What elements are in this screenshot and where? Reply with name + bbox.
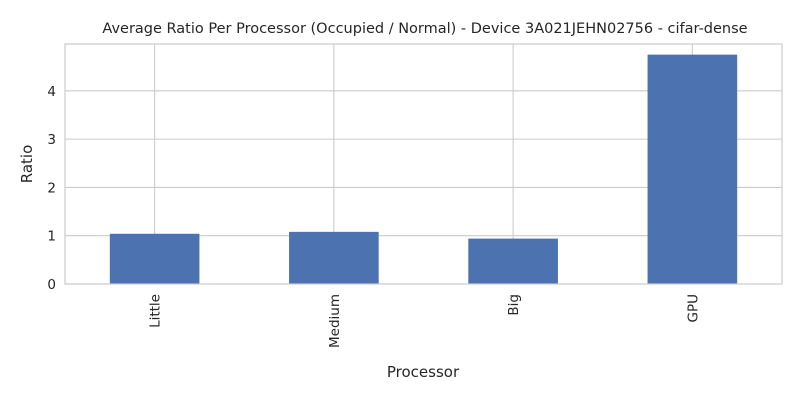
tick-layer: 0 1 2 3 4 Little Medium Big GPU	[47, 84, 701, 348]
bar-big	[468, 238, 558, 284]
x-tick-label: Medium	[327, 294, 343, 348]
y-axis-label: Ratio	[18, 145, 36, 184]
plot-frame	[64, 43, 783, 285]
x-tick-label: GPU	[685, 294, 701, 322]
x-tick-label: Big	[506, 294, 522, 316]
bar-gpu	[647, 54, 738, 284]
bar-medium	[289, 231, 379, 284]
bar-layer	[109, 54, 738, 284]
y-tick-label: 1	[47, 229, 56, 245]
y-tick-label: 2	[47, 180, 56, 196]
y-tick-label: 4	[47, 84, 56, 100]
x-tick-label: Little	[148, 294, 164, 328]
chart-title: Average Ratio Per Processor (Occupied / …	[102, 21, 747, 37]
bar-little	[109, 233, 200, 284]
y-tick-label: 0	[47, 277, 56, 293]
y-tick-label: 3	[47, 132, 56, 148]
x-axis-label: Processor	[387, 363, 460, 381]
